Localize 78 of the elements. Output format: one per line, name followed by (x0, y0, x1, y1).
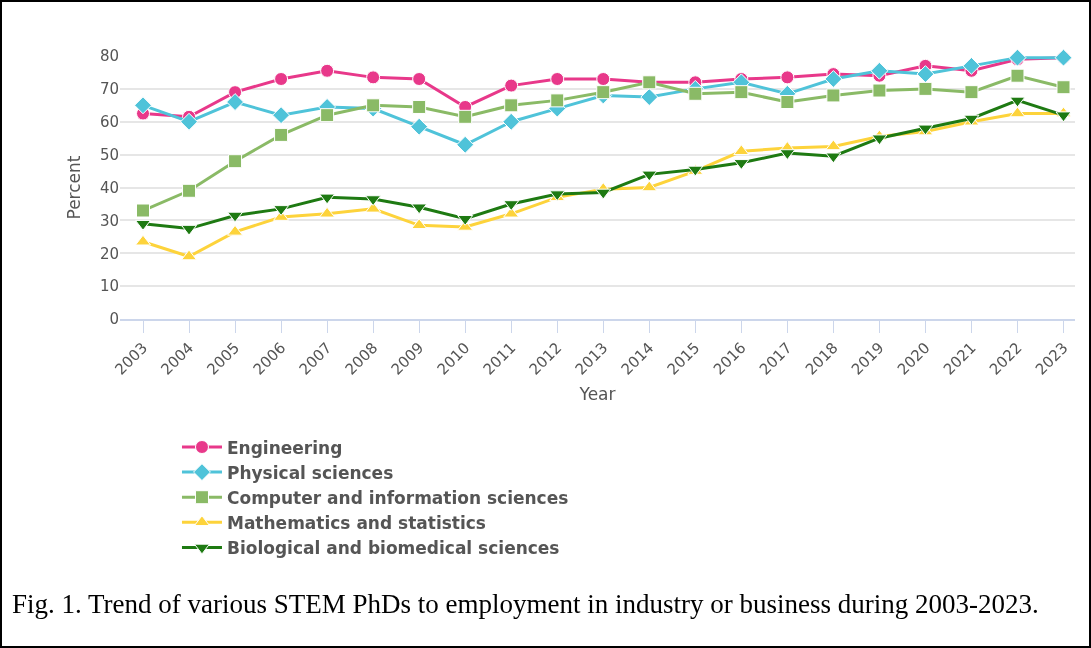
point (596, 85, 611, 100)
point (916, 65, 935, 84)
legend-label: Mathematics and statistics (226, 512, 486, 533)
point (825, 139, 842, 151)
point (962, 56, 981, 75)
legend-label: Physical sciences (226, 462, 394, 483)
y-tick-label: 10 (99, 277, 119, 296)
point (456, 135, 475, 154)
point (320, 108, 335, 123)
point (595, 188, 612, 200)
point (134, 96, 152, 115)
point (182, 183, 197, 198)
point (780, 95, 795, 110)
point (734, 85, 749, 100)
legend-label: Computer and information sciences (226, 487, 569, 508)
point (641, 180, 658, 192)
point (640, 88, 659, 107)
point (136, 203, 151, 218)
point (872, 83, 887, 98)
point (550, 93, 565, 108)
point (504, 98, 519, 113)
point (780, 70, 795, 85)
point (181, 224, 198, 236)
point (1009, 96, 1026, 108)
y-tick-label: 80 (99, 47, 119, 66)
point (1008, 48, 1027, 67)
y-tick-label: 30 (99, 211, 119, 230)
point (826, 88, 841, 103)
point (135, 234, 152, 246)
point (918, 81, 933, 96)
point (871, 134, 888, 146)
point (502, 112, 521, 131)
y-tick-label: 20 (99, 244, 119, 263)
legend-label: Engineering (226, 437, 343, 458)
point (1010, 68, 1025, 83)
caption: Fig. 1. Trend of various STEM PhDs to employment in industry or business during 2003-2023. (12, 589, 1039, 619)
point (228, 154, 243, 169)
y-tick-label: 50 (99, 145, 119, 164)
point (320, 63, 335, 78)
point (410, 117, 429, 136)
point (824, 70, 843, 88)
point (319, 206, 336, 218)
point (226, 93, 245, 111)
point (411, 218, 428, 230)
legend-label: Biological and biomedical sciences (226, 538, 560, 559)
point (366, 98, 381, 113)
point (366, 70, 381, 85)
point (1055, 111, 1072, 123)
point (274, 72, 289, 86)
y-tick-label: 0 (109, 310, 119, 329)
point (688, 86, 703, 101)
point (272, 106, 291, 125)
point (319, 193, 336, 205)
point (504, 78, 519, 93)
point (412, 72, 427, 86)
point (227, 224, 244, 236)
point (181, 249, 198, 261)
point (412, 99, 427, 114)
y-tick-label: 70 (99, 80, 119, 99)
y-tick-label: 60 (99, 113, 119, 131)
point (1009, 106, 1026, 118)
y-tick-label: 40 (99, 178, 119, 197)
point (458, 109, 473, 124)
point (596, 72, 611, 86)
point (964, 85, 979, 100)
point (550, 72, 565, 86)
point (641, 170, 658, 182)
point (135, 219, 152, 231)
point (870, 61, 889, 80)
point (274, 127, 289, 142)
y-axis-title: Percent (64, 155, 85, 220)
x-axis-title: Year (578, 383, 616, 404)
point (733, 144, 750, 156)
point (180, 112, 198, 131)
point (1056, 80, 1071, 95)
point (457, 214, 474, 226)
point (825, 152, 842, 164)
point (227, 211, 244, 223)
